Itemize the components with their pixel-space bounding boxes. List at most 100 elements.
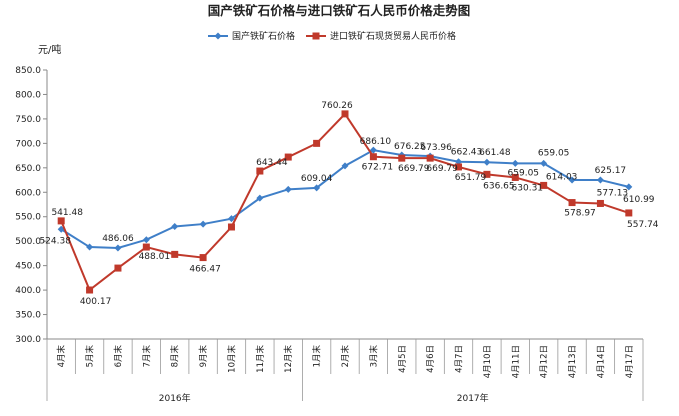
y-tick-label: 800.0 xyxy=(15,90,41,100)
data-point xyxy=(426,154,434,162)
data-label: 659.05 xyxy=(538,148,570,158)
x-tick-label: 4月12日 xyxy=(540,345,550,378)
data-label: 541.48 xyxy=(51,208,83,218)
data-point xyxy=(86,243,94,251)
data-point xyxy=(341,162,349,170)
data-point xyxy=(114,244,122,252)
data-label: 466.47 xyxy=(189,265,221,275)
data-point xyxy=(142,243,150,251)
data-point xyxy=(596,176,604,184)
data-point xyxy=(313,184,321,192)
series-layer xyxy=(57,110,633,294)
x-tick-label: 4月6日 xyxy=(426,345,436,373)
data-point xyxy=(114,264,122,272)
data-point xyxy=(142,236,150,244)
y-tick-label: 500.0 xyxy=(15,237,41,247)
data-label: 614.03 xyxy=(546,172,578,182)
x-tick-label: 3月末 xyxy=(368,345,379,368)
data-label: 760.26 xyxy=(321,101,353,111)
data-labels: 524.38 486.06 609.04 686.10 676.25673.96662.… xyxy=(39,101,658,307)
data-point xyxy=(256,194,264,202)
y-axis-unit: 元/吨 xyxy=(38,43,61,56)
data-point xyxy=(284,185,292,193)
data-label: 578.97 xyxy=(564,209,596,219)
data-point xyxy=(625,183,633,191)
data-label: 662.43 xyxy=(451,148,483,158)
data-label: 672.71 xyxy=(362,163,394,173)
y-tick-label: 600.0 xyxy=(15,188,41,198)
legend: 国产铁矿石价格 进口铁矿石现货贸易人民币价格 xyxy=(208,30,456,42)
y-tick-label: 750.0 xyxy=(15,115,41,125)
data-point xyxy=(625,209,633,217)
data-point xyxy=(483,158,491,166)
legend-marker-domestic xyxy=(214,32,222,40)
legend-label-imported: 进口铁矿石现货贸易人民币价格 xyxy=(330,30,456,42)
x-tick-label: 9月末 xyxy=(198,345,209,368)
data-point xyxy=(57,217,65,225)
x-tick-label: 4月10日 xyxy=(483,345,493,378)
x-tick-label: 6月末 xyxy=(113,345,124,368)
data-label: 400.17 xyxy=(80,297,112,307)
legend-marker-imported xyxy=(312,32,320,40)
data-label: 661.48 xyxy=(479,148,511,158)
data-label: 486.06 xyxy=(102,234,134,244)
data-point xyxy=(256,167,264,175)
data-point xyxy=(86,286,94,294)
data-point xyxy=(284,153,292,161)
y-tick-label: 700.0 xyxy=(15,139,41,149)
data-label: 676.25 xyxy=(394,142,426,152)
year-label: 2016年 xyxy=(159,392,191,404)
x-tick-label: 4月14日 xyxy=(596,345,606,378)
data-label: 524.38 xyxy=(39,236,71,246)
data-label: 610.99 xyxy=(623,195,655,205)
data-point xyxy=(369,153,377,161)
data-point xyxy=(568,176,576,184)
legend-item-imported: 进口铁矿石现货贸易人民币价格 xyxy=(306,30,456,42)
x-tick-label: 4月5日 xyxy=(398,345,408,373)
axes: 300.0 350.0 400.0 450.0 500.0 550.0 600.0 650.0… xyxy=(15,66,644,404)
y-tick-label: 300.0 xyxy=(15,335,41,345)
x-tick-label: 11月末 xyxy=(255,345,266,373)
x-tick-label: 4月11日 xyxy=(511,345,521,378)
x-tick-label: 4月13日 xyxy=(568,345,578,378)
data-label: 686.10 xyxy=(360,137,392,147)
data-point xyxy=(483,170,491,178)
x-tick-label: 4月末 xyxy=(56,345,67,368)
y-tick-label: 400.0 xyxy=(15,286,41,296)
x-tick-label: 4月7日 xyxy=(455,345,465,373)
data-point xyxy=(171,223,179,231)
x-tick-label: 4月17日 xyxy=(625,345,635,378)
data-label: 557.74 xyxy=(627,220,659,230)
data-point xyxy=(227,223,235,231)
chart-title: 国产铁矿石价格与进口铁矿石人民币价格走势图 xyxy=(208,3,471,18)
x-tick-label: 1月末 xyxy=(312,345,323,368)
series-line-1 xyxy=(60,112,630,292)
x-tick-label: 12月末 xyxy=(283,345,294,373)
data-label: 488.01 xyxy=(139,252,171,262)
data-point xyxy=(171,250,179,258)
data-point xyxy=(511,159,519,167)
data-point xyxy=(313,139,321,147)
legend-label-domestic: 国产铁矿石价格 xyxy=(232,30,295,42)
y-tick-label: 850.0 xyxy=(15,66,41,76)
y-tick-label: 450.0 xyxy=(15,262,41,272)
year-label: 2017年 xyxy=(457,392,489,404)
x-tick-label: 7月末 xyxy=(141,345,152,368)
data-label: 651.79 xyxy=(455,173,487,183)
data-point xyxy=(596,199,604,207)
data-point xyxy=(540,159,548,167)
x-tick-label: 5月末 xyxy=(85,345,96,368)
data-point xyxy=(369,146,377,154)
x-tick-label: 2月末 xyxy=(340,345,351,368)
data-label: 636.65 xyxy=(483,181,515,191)
data-point xyxy=(398,154,406,162)
data-label: 577.13 xyxy=(597,188,629,198)
data-label: 673.96 xyxy=(420,143,452,153)
data-point xyxy=(199,254,207,262)
data-point xyxy=(511,173,519,181)
y-tick-label: 350.0 xyxy=(15,311,41,321)
data-point xyxy=(455,163,463,171)
data-label: 659.05 xyxy=(508,168,540,178)
x-tick-label: 8月末 xyxy=(170,345,181,368)
